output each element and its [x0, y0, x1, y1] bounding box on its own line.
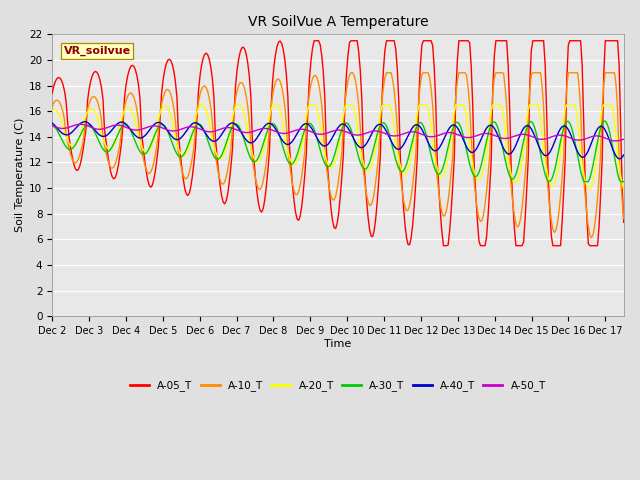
X-axis label: Time: Time: [324, 338, 351, 348]
Title: VR SoilVue A Temperature: VR SoilVue A Temperature: [248, 15, 428, 29]
Legend: A-05_T, A-10_T, A-20_T, A-30_T, A-40_T, A-50_T: A-05_T, A-10_T, A-20_T, A-30_T, A-40_T, …: [126, 376, 550, 396]
Y-axis label: Soil Temperature (C): Soil Temperature (C): [15, 118, 25, 232]
Text: VR_soilvue: VR_soilvue: [63, 46, 131, 56]
